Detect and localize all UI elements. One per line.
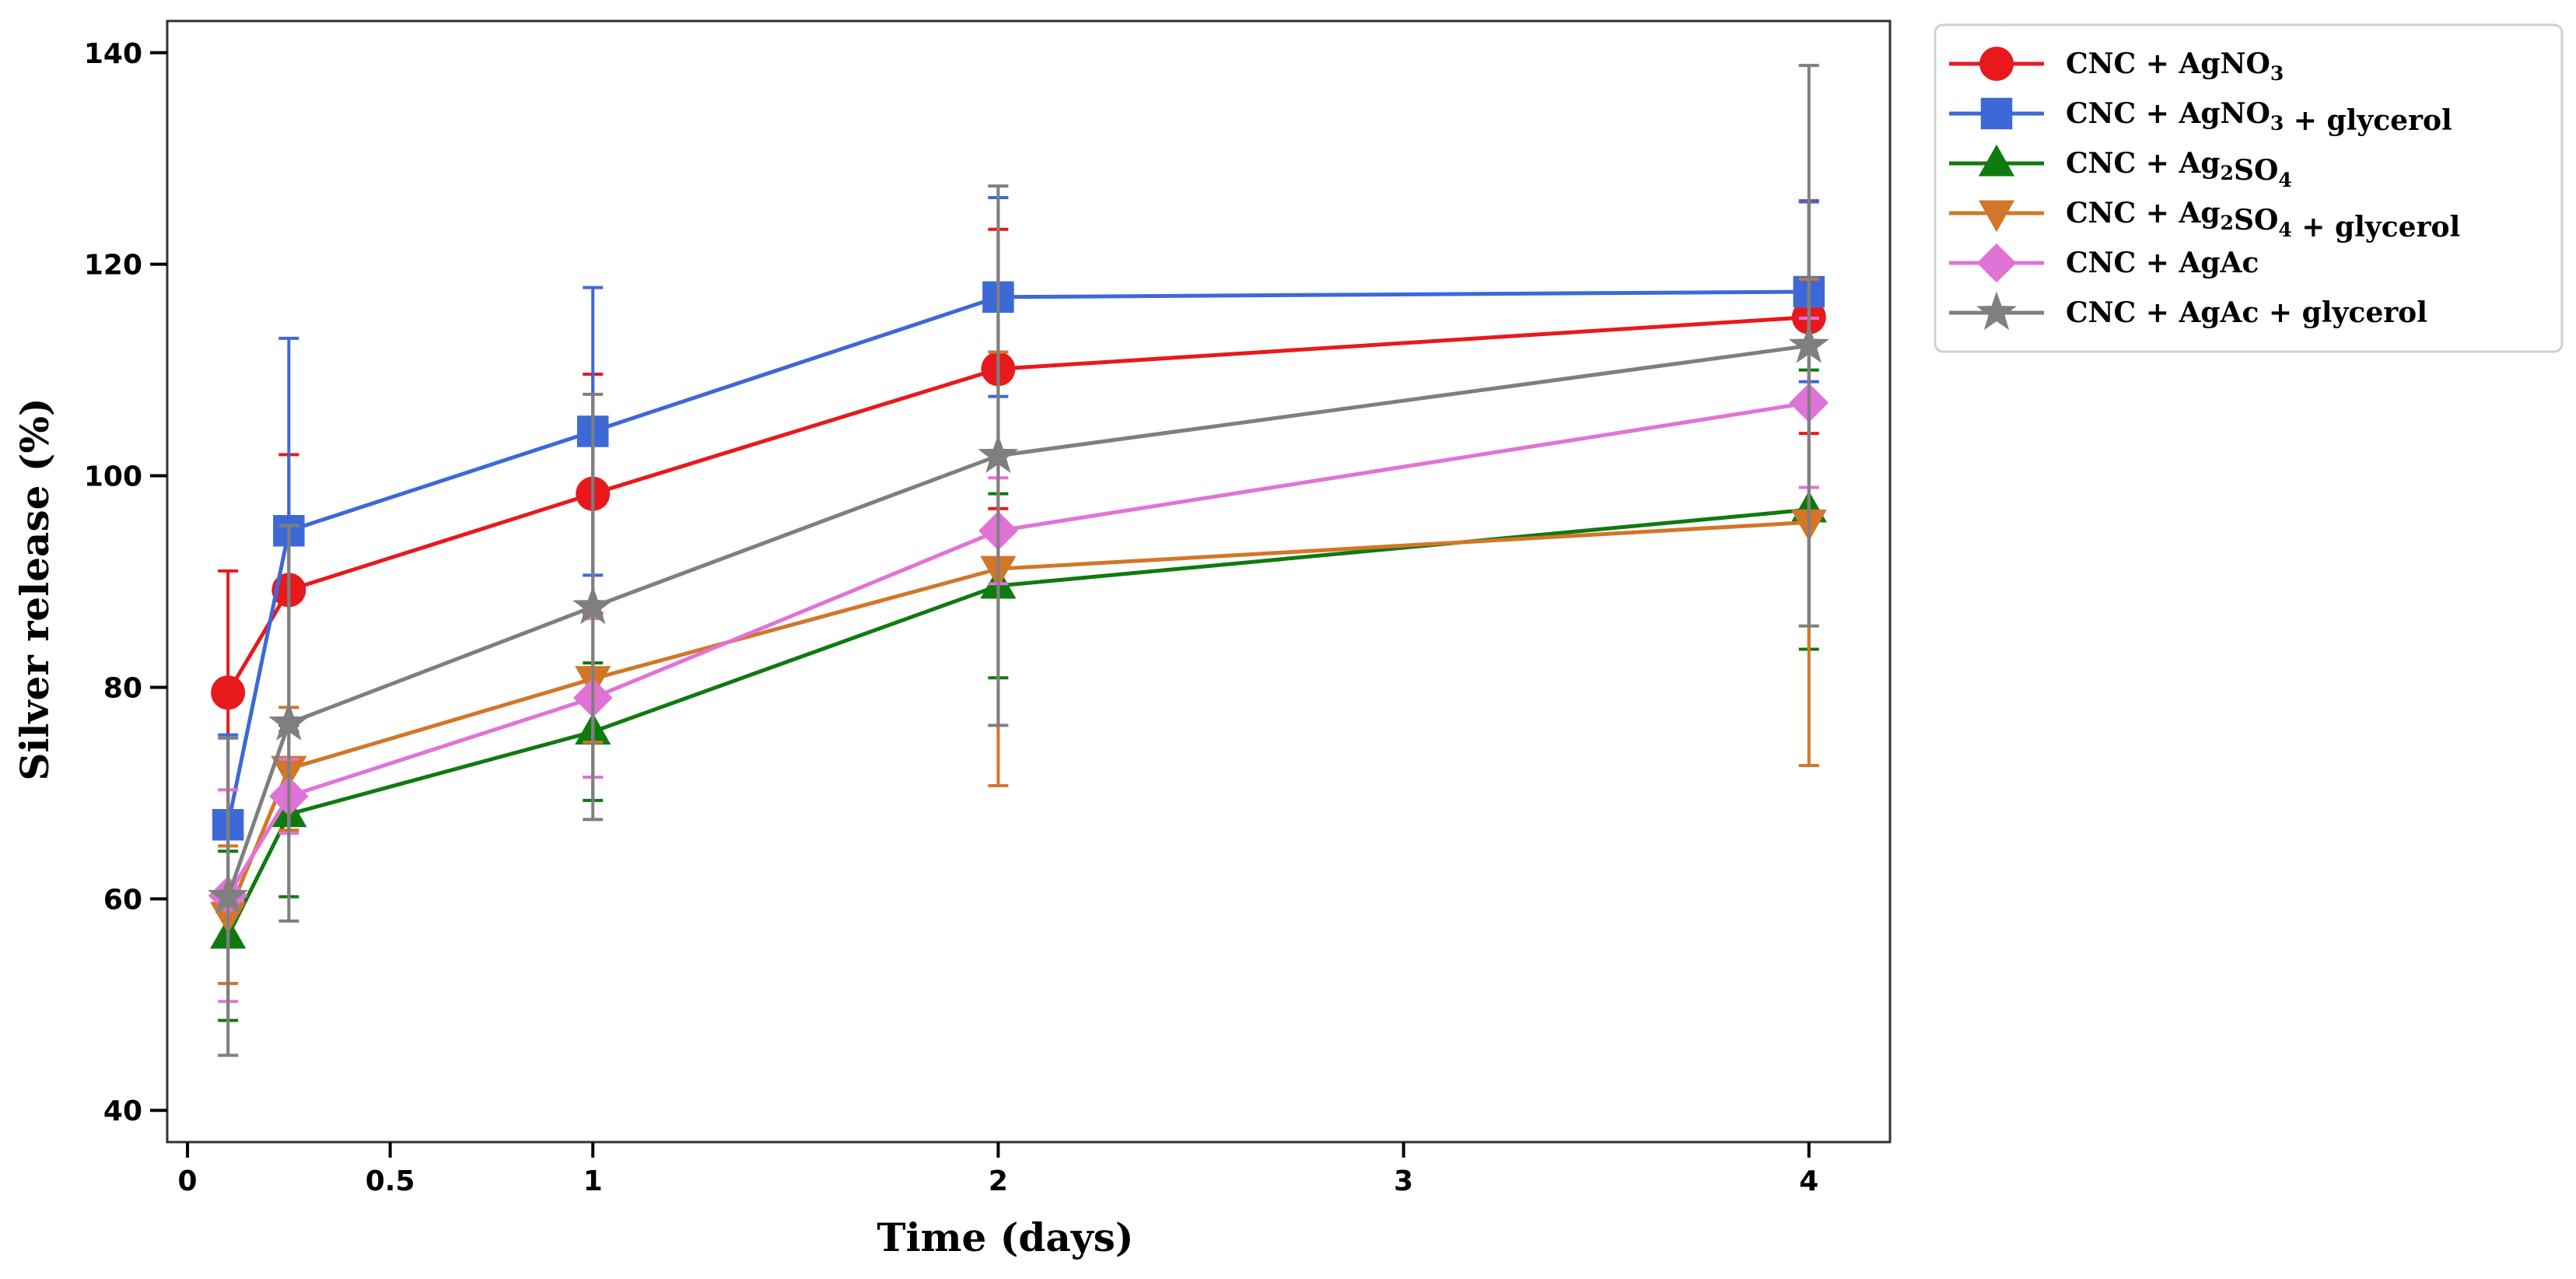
legend-label: CNC + AgNO3 + glycerol xyxy=(2066,97,2452,137)
y-axis-label: Silver release (%) xyxy=(12,398,58,780)
legend-item-cnc-agac: CNC + AgAc xyxy=(1949,243,2259,283)
x-tick-label: 3 xyxy=(1394,1165,1413,1197)
y-tick-label: 140 xyxy=(84,38,142,70)
data-point xyxy=(572,585,614,625)
data-point xyxy=(1788,324,1829,363)
legend-marker xyxy=(1978,144,2015,177)
legend-label: CNC + AgAc xyxy=(2066,247,2259,279)
legend-item-cnc-agno3: CNC + AgNO3 xyxy=(1949,47,2284,85)
legend-marker xyxy=(1978,200,2015,233)
x-tick-label: 4 xyxy=(1799,1165,1818,1197)
data-point xyxy=(211,675,246,710)
legend-marker xyxy=(1976,291,2018,331)
legend-marker xyxy=(1979,47,2014,81)
legend-box xyxy=(1934,23,2564,353)
legend-label: CNC + AgNO3 xyxy=(2066,47,2284,85)
x-tick-label: 1 xyxy=(583,1165,603,1197)
y-tick-label: 80 xyxy=(103,672,142,704)
series-layer xyxy=(208,64,1829,1057)
legend-marker xyxy=(1976,243,2017,283)
legend-item-cnc-ag2so4: CNC + Ag2SO4 xyxy=(1949,144,2292,191)
y-tick-label: 100 xyxy=(84,461,142,493)
legend-item-cnc-ag2so4-glycerol: CNC + Ag2SO4 + glycerol xyxy=(1949,197,2460,244)
plot-border xyxy=(166,19,1892,1144)
data-point xyxy=(208,875,249,914)
y-tick-label: 120 xyxy=(84,250,142,282)
legend-item-cnc-agno3-glycerol: CNC + AgNO3 + glycerol xyxy=(1949,97,2452,137)
legend-marker xyxy=(1980,97,2013,130)
x-tick-label: 0.5 xyxy=(366,1165,415,1197)
x-axis: 0 0.5 1 2 3 4 xyxy=(178,1142,1818,1197)
y-tick-label: 60 xyxy=(103,884,142,916)
y-axis: 40 60 80 100 120 140 xyxy=(84,38,167,1127)
legend: CNC + AgNO3 CNC + AgNO3 + glycerol CNC + A… xyxy=(1934,23,2564,353)
x-tick-label: 2 xyxy=(989,1165,1008,1197)
legend-label: CNC + AgAc + glycerol xyxy=(2066,296,2427,329)
series-cnc-agac-glycerol xyxy=(208,64,1829,1057)
data-point xyxy=(978,434,1019,473)
x-tick-label: 0 xyxy=(178,1165,198,1197)
legend-label: CNC + Ag2SO4 xyxy=(2066,147,2292,191)
data-point xyxy=(268,702,310,741)
legend-item-cnc-agac-glycerol: CNC + AgAc + glycerol xyxy=(1949,291,2427,331)
y-tick-label: 40 xyxy=(103,1095,142,1127)
plot-frame xyxy=(166,19,1892,1144)
x-axis-label: Time (days) xyxy=(877,1214,1133,1260)
legend-label: CNC + Ag2SO4 + glycerol xyxy=(2066,197,2460,244)
